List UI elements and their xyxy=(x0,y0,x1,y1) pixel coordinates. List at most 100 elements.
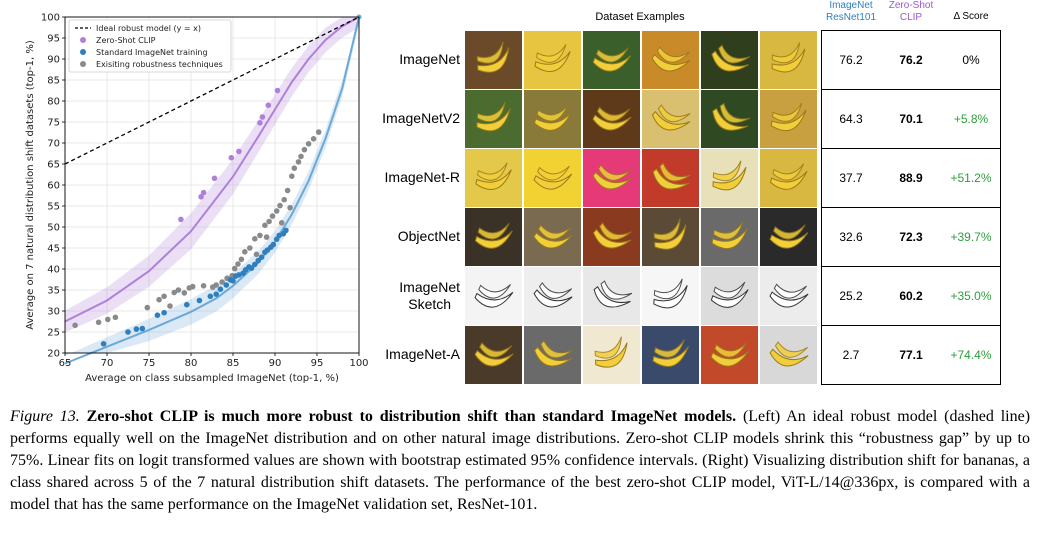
score-clip: 70.1 xyxy=(899,111,923,126)
point-series-2-29 xyxy=(273,208,280,214)
point-series-2-38 xyxy=(305,141,312,147)
score-resnet: 37.7 xyxy=(839,170,863,185)
banana-example-image xyxy=(465,208,522,266)
banana-example-image xyxy=(583,149,640,207)
y-tick-label-60: 60 xyxy=(47,181,60,192)
point-series-2-7 xyxy=(167,303,173,309)
banana-example-image xyxy=(524,90,581,148)
point-series-2-9 xyxy=(175,287,182,293)
banana-example-image xyxy=(642,149,699,207)
legend-robust-swatch xyxy=(80,61,86,67)
point-series-0-9 xyxy=(274,87,281,94)
point-series-1-1 xyxy=(125,329,131,335)
y-tick-label-50: 50 xyxy=(47,223,60,234)
point-series-1-15 xyxy=(236,272,242,278)
banana-example-image xyxy=(701,208,758,266)
point-series-2-13 xyxy=(200,283,207,289)
x-tick-label-100: 100 xyxy=(349,358,368,369)
point-series-2-27 xyxy=(266,218,272,225)
banana-example-image xyxy=(642,208,699,266)
score-delta: +74.4% xyxy=(950,347,992,362)
x-axis-label: Average on class subsampled ImageNet (to… xyxy=(85,373,339,384)
y-tick-label-65: 65 xyxy=(47,160,60,171)
tick-labels: 65 70 75 80 85 90 95 100 20 25 30 35 40 45 50 55 60 65 70 7… xyxy=(41,13,369,370)
legend-standard-label: Standard ImageNet training xyxy=(96,48,208,57)
table-border-right xyxy=(1000,30,1001,384)
point-series-0-1 xyxy=(198,194,204,200)
point-series-1-2 xyxy=(133,326,140,332)
legend-clip-label: Zero-Shot CLIP xyxy=(96,36,156,45)
point-series-2-21 xyxy=(238,256,245,263)
x-tick-label-80: 80 xyxy=(185,358,198,369)
point-series-1-10 xyxy=(217,286,224,293)
y-tick-label-100: 100 xyxy=(41,13,60,24)
point-series-2-5 xyxy=(156,296,162,303)
point-series-0-6 xyxy=(257,120,263,126)
banana-example-image xyxy=(583,31,640,89)
point-series-1-28 xyxy=(276,232,283,239)
point-series-2-37 xyxy=(301,146,308,153)
point-series-2-19 xyxy=(231,265,238,272)
dataset-examples-title: Dataset Examples xyxy=(595,11,685,23)
fit-band-0 xyxy=(65,17,359,333)
y-tick-label-85: 85 xyxy=(47,76,60,87)
point-series-2-35 xyxy=(295,159,302,165)
caption-bold-title: Zero-shot CLIP is much more robust to di… xyxy=(86,408,737,425)
banana-example-image xyxy=(465,149,522,207)
row-label-text: ImageNetV2 xyxy=(382,110,460,126)
point-series-0-8 xyxy=(265,102,272,108)
banana-example-image xyxy=(642,90,699,148)
x-tick-label-65: 65 xyxy=(59,358,72,369)
banana-example-image xyxy=(465,90,522,148)
point-series-2-39 xyxy=(310,136,317,142)
legend-box xyxy=(68,19,232,73)
point-series-2-43 xyxy=(263,234,270,240)
banana-example-image xyxy=(701,149,758,207)
point-series-1-21 xyxy=(255,257,261,264)
ideal-line xyxy=(64,16,360,165)
col-head-resnet-label: ImageNet ResNet101 xyxy=(825,0,877,23)
col-head-clip-label: Zero-Shot CLIP xyxy=(888,0,934,23)
point-series-2-41 xyxy=(287,204,293,211)
banana-example-image xyxy=(583,326,640,384)
point-series-2-12 xyxy=(189,283,196,290)
banana-example-image xyxy=(701,267,758,325)
point-series-2-22 xyxy=(242,249,248,255)
legend-clip-swatch xyxy=(80,37,86,43)
score-clip: 88.9 xyxy=(899,170,923,185)
y-tick-label-75: 75 xyxy=(47,118,60,129)
banana-example-image xyxy=(524,208,581,266)
banana-example-image xyxy=(465,267,522,325)
banana-example-image xyxy=(465,31,522,89)
score-resnet: 2.7 xyxy=(842,347,860,362)
col-head-clip: Zero-Shot CLIP xyxy=(881,0,941,24)
point-series-2-10 xyxy=(181,290,188,296)
score-delta: 0% xyxy=(962,52,980,67)
fit-line-0 xyxy=(64,16,360,323)
banana-example-image xyxy=(465,326,522,384)
point-series-2-15 xyxy=(213,282,219,288)
table-row-divider xyxy=(821,266,1001,267)
point-series-1-6 xyxy=(184,301,190,308)
point-series-1-20 xyxy=(252,261,258,268)
table-row-divider xyxy=(821,89,1001,90)
point-series-0-3 xyxy=(211,175,218,182)
col-head-delta: Δ Score xyxy=(953,11,989,22)
banana-example-image xyxy=(524,31,581,89)
y-tick-label-45: 45 xyxy=(47,244,60,255)
point-series-1-26 xyxy=(270,241,277,248)
y-tick-label-55: 55 xyxy=(47,202,60,213)
point-series-2-36 xyxy=(298,153,304,160)
banana-example-image xyxy=(524,267,581,325)
point-series-2-23 xyxy=(247,245,253,251)
row-label-2: ImageNet-R xyxy=(362,148,460,207)
point-series-0-7 xyxy=(259,114,266,120)
caption-body: (Left) An ideal robust model (dashed lin… xyxy=(10,408,1031,513)
point-series-2-44 xyxy=(253,251,260,258)
x-tick-label-85: 85 xyxy=(227,358,240,369)
x-tick-label-95: 95 xyxy=(311,358,324,369)
point-series-1-5 xyxy=(161,309,167,316)
row-label-text: ImageNet-R xyxy=(384,169,460,185)
row-label-1: ImageNetV2 xyxy=(362,89,460,148)
point-series-1-7 xyxy=(196,297,203,304)
